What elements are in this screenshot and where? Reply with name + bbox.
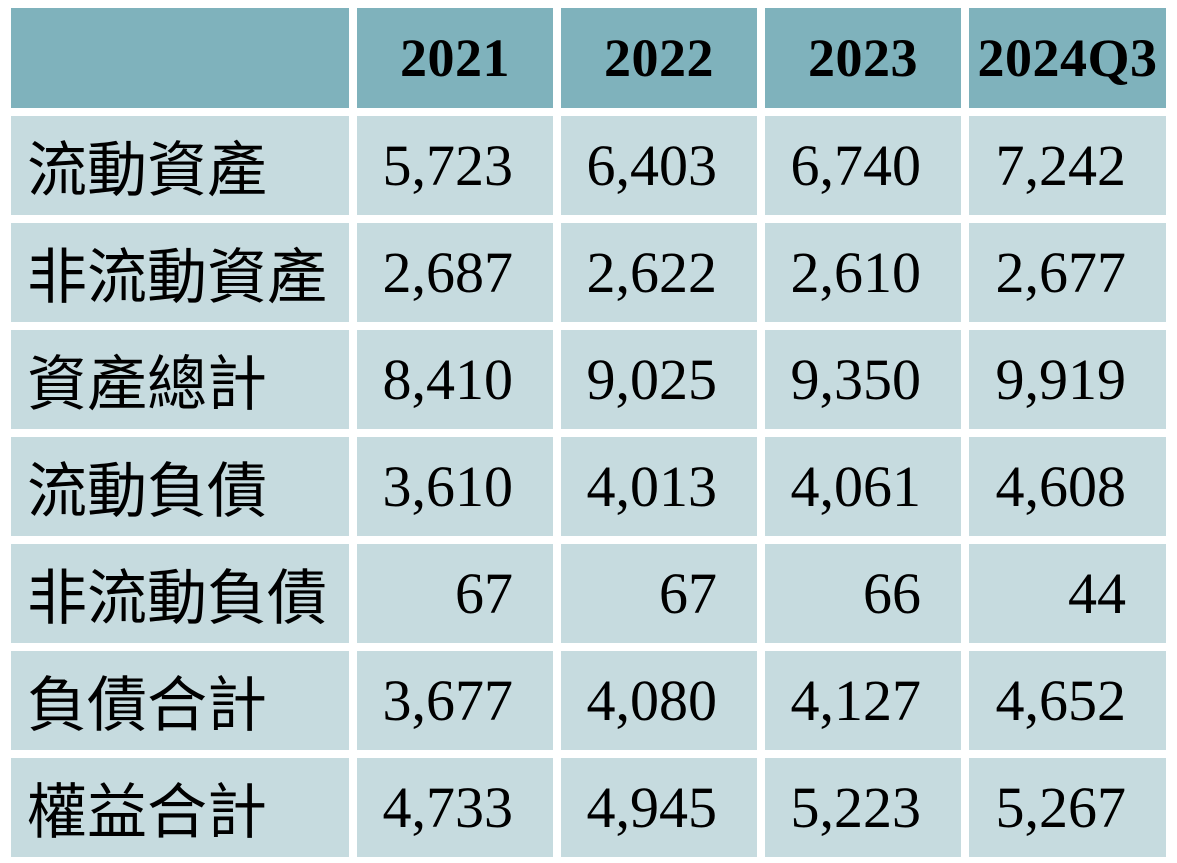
value-cell: 66 <box>765 544 961 643</box>
table-row-current-assets: 流動資產 5,723 6,403 6,740 7,242 <box>11 116 1166 215</box>
col-header-2023: 2023 <box>765 8 961 108</box>
col-header-2021: 2021 <box>357 8 553 108</box>
value-cell: 67 <box>357 544 553 643</box>
value-cell: 4,733 <box>357 758 553 857</box>
row-label: 非流動負債 <box>11 544 349 643</box>
header-row: 2021 2022 2023 2024Q3 <box>11 8 1166 108</box>
value-cell: 44 <box>969 544 1166 643</box>
value-cell: 67 <box>561 544 757 643</box>
row-label: 流動負債 <box>11 437 349 536</box>
value-cell: 8,410 <box>357 330 553 429</box>
value-cell: 5,267 <box>969 758 1166 857</box>
table-row-total-liabilities: 負債合計 3,677 4,080 4,127 4,652 <box>11 651 1166 750</box>
value-cell: 2,677 <box>969 223 1166 322</box>
row-label: 流動資產 <box>11 116 349 215</box>
table-row-total-assets: 資產總計 8,410 9,025 9,350 9,919 <box>11 330 1166 429</box>
col-header-2024q3: 2024Q3 <box>969 8 1166 108</box>
value-cell: 2,622 <box>561 223 757 322</box>
row-label: 權益合計 <box>11 758 349 857</box>
value-cell: 5,723 <box>357 116 553 215</box>
value-cell: 4,127 <box>765 651 961 750</box>
table-row-total-equity: 權益合計 4,733 4,945 5,223 5,267 <box>11 758 1166 857</box>
value-cell: 4,652 <box>969 651 1166 750</box>
value-cell: 2,687 <box>357 223 553 322</box>
row-label: 資產總計 <box>11 330 349 429</box>
value-cell: 4,945 <box>561 758 757 857</box>
value-cell: 2,610 <box>765 223 961 322</box>
value-cell: 3,677 <box>357 651 553 750</box>
value-cell: 9,025 <box>561 330 757 429</box>
row-label: 負債合計 <box>11 651 349 750</box>
corner-cell <box>11 8 349 108</box>
value-cell: 6,740 <box>765 116 961 215</box>
table-row-current-liabilities: 流動負債 3,610 4,013 4,061 4,608 <box>11 437 1166 536</box>
value-cell: 4,013 <box>561 437 757 536</box>
table-row-noncurrent-liabilities: 非流動負債 67 67 66 44 <box>11 544 1166 643</box>
value-cell: 5,223 <box>765 758 961 857</box>
value-cell: 6,403 <box>561 116 757 215</box>
financial-table: 2021 2022 2023 2024Q3 流動資產 5,723 6,403 6… <box>3 0 1174 863</box>
value-cell: 4,608 <box>969 437 1166 536</box>
value-cell: 4,080 <box>561 651 757 750</box>
value-cell: 9,350 <box>765 330 961 429</box>
row-label: 非流動資產 <box>11 223 349 322</box>
col-header-2022: 2022 <box>561 8 757 108</box>
value-cell: 4,061 <box>765 437 961 536</box>
value-cell: 7,242 <box>969 116 1166 215</box>
table-row-noncurrent-assets: 非流動資產 2,687 2,622 2,610 2,677 <box>11 223 1166 322</box>
value-cell: 3,610 <box>357 437 553 536</box>
value-cell: 9,919 <box>969 330 1166 429</box>
